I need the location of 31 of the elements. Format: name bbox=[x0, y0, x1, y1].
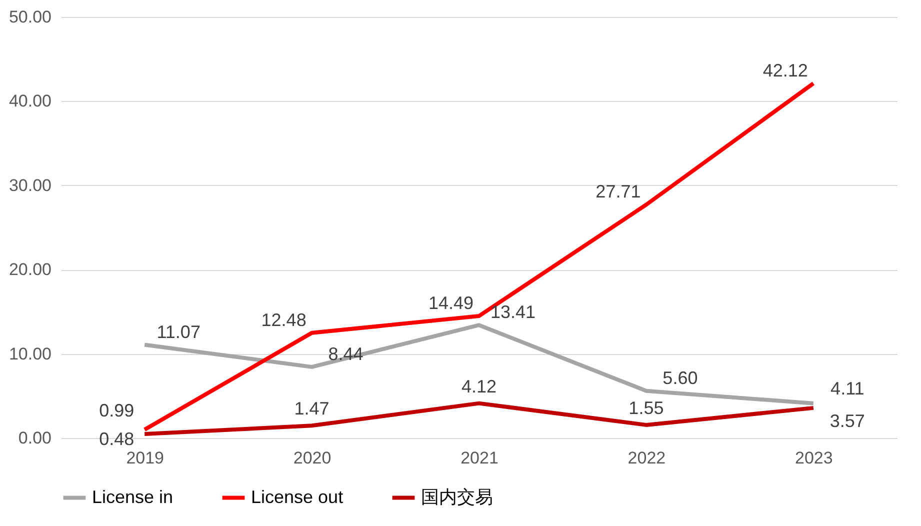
y-tick-label: 0.00 bbox=[18, 428, 52, 448]
line-series bbox=[142, 401, 816, 436]
data-label: 13.41 bbox=[490, 302, 536, 322]
x-tick-label: 2021 bbox=[460, 448, 498, 468]
y-tick-label: 20.00 bbox=[8, 260, 52, 280]
y-tick-label: 40.00 bbox=[8, 92, 52, 111]
data-label: 11.07 bbox=[156, 322, 200, 342]
data-label: 0.99 bbox=[99, 400, 134, 421]
data-label: 1.55 bbox=[628, 398, 664, 418]
y-tick-label: 30.00 bbox=[8, 176, 52, 195]
data-label: 4.11 bbox=[830, 378, 864, 398]
data-label: 14.49 bbox=[428, 292, 474, 313]
data-label: 4.12 bbox=[461, 376, 497, 396]
x-tick-label: 2022 bbox=[628, 448, 666, 468]
data-label: 3.57 bbox=[830, 410, 865, 431]
legend-label: License out bbox=[251, 486, 344, 507]
y-tick-label: 50.00 bbox=[8, 8, 52, 26]
legend-label: 国内交易 bbox=[421, 486, 493, 507]
data-label: 8.44 bbox=[328, 344, 364, 364]
data-label: 12.48 bbox=[261, 310, 306, 330]
y-tick-label: 10.00 bbox=[8, 344, 52, 364]
x-tick-label: 2019 bbox=[126, 448, 164, 468]
line-series bbox=[142, 81, 816, 432]
legend-label: License in bbox=[92, 486, 174, 507]
x-tick-label: 2020 bbox=[293, 448, 332, 468]
data-label: 1.47 bbox=[294, 398, 330, 419]
data-label: 27.71 bbox=[596, 182, 641, 202]
data-label: 5.60 bbox=[662, 368, 698, 388]
data-label: 0.48 bbox=[99, 428, 134, 449]
data-label: 42.12 bbox=[762, 60, 808, 80]
x-tick-label: 2023 bbox=[794, 448, 833, 468]
